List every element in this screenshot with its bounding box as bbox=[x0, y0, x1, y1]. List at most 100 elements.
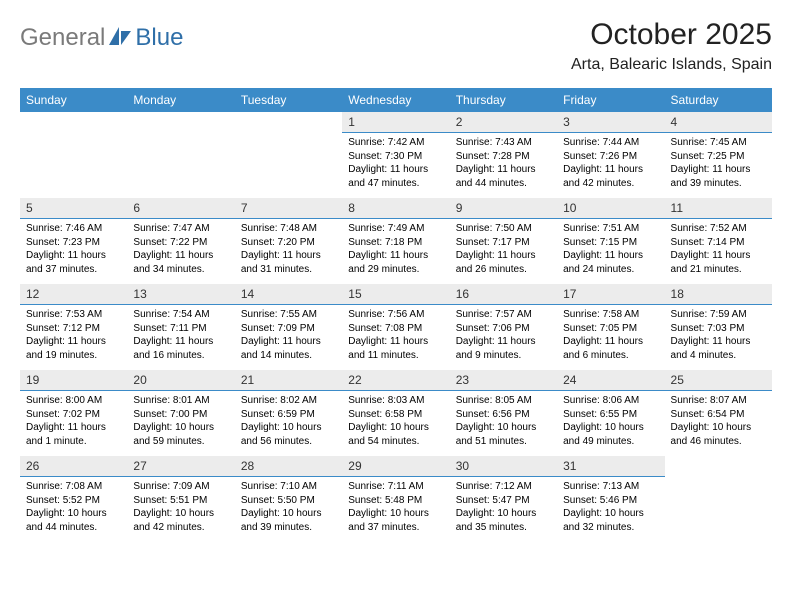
header: General Blue October 2025 Arta, Balearic… bbox=[20, 18, 772, 74]
sunset-line: Sunset: 6:54 PM bbox=[671, 408, 766, 422]
sunrise-line: Sunrise: 7:13 AM bbox=[563, 480, 658, 494]
day-body: Sunrise: 8:07 AMSunset: 6:54 PMDaylight:… bbox=[665, 391, 772, 452]
sunset-line: Sunset: 7:28 PM bbox=[456, 150, 551, 164]
day-body: Sunrise: 7:56 AMSunset: 7:08 PMDaylight:… bbox=[342, 305, 449, 366]
day-body: Sunrise: 7:12 AMSunset: 5:47 PMDaylight:… bbox=[450, 477, 557, 538]
sunset-line: Sunset: 7:26 PM bbox=[563, 150, 658, 164]
calendar-cell: 10Sunrise: 7:51 AMSunset: 7:15 PMDayligh… bbox=[557, 198, 664, 284]
day-number: 25 bbox=[665, 370, 772, 391]
day-body: Sunrise: 7:42 AMSunset: 7:30 PMDaylight:… bbox=[342, 133, 449, 194]
daylight-line: Daylight: 10 hours and 44 minutes. bbox=[26, 507, 121, 534]
day-body: Sunrise: 7:58 AMSunset: 7:05 PMDaylight:… bbox=[557, 305, 664, 366]
sunset-line: Sunset: 7:05 PM bbox=[563, 322, 658, 336]
sunrise-line: Sunrise: 7:11 AM bbox=[348, 480, 443, 494]
day-number: 11 bbox=[665, 198, 772, 219]
calendar-cell: 19Sunrise: 8:00 AMSunset: 7:02 PMDayligh… bbox=[20, 370, 127, 456]
daylight-line: Daylight: 10 hours and 59 minutes. bbox=[133, 421, 228, 448]
sunset-line: Sunset: 5:51 PM bbox=[133, 494, 228, 508]
daylight-line: Daylight: 11 hours and 6 minutes. bbox=[563, 335, 658, 362]
weekday-header: Friday bbox=[557, 88, 664, 112]
sunrise-line: Sunrise: 7:10 AM bbox=[241, 480, 336, 494]
sunrise-line: Sunrise: 7:47 AM bbox=[133, 222, 228, 236]
sunrise-line: Sunrise: 7:44 AM bbox=[563, 136, 658, 150]
day-body: Sunrise: 8:01 AMSunset: 7:00 PMDaylight:… bbox=[127, 391, 234, 452]
sunrise-line: Sunrise: 7:51 AM bbox=[563, 222, 658, 236]
sunrise-line: Sunrise: 8:07 AM bbox=[671, 394, 766, 408]
sunrise-line: Sunrise: 7:58 AM bbox=[563, 308, 658, 322]
calendar-cell: 8Sunrise: 7:49 AMSunset: 7:18 PMDaylight… bbox=[342, 198, 449, 284]
daylight-line: Daylight: 11 hours and 19 minutes. bbox=[26, 335, 121, 362]
daylight-line: Daylight: 10 hours and 56 minutes. bbox=[241, 421, 336, 448]
day-number: 4 bbox=[665, 112, 772, 133]
daylight-line: Daylight: 11 hours and 1 minute. bbox=[26, 421, 121, 448]
calendar-cell: 12Sunrise: 7:53 AMSunset: 7:12 PMDayligh… bbox=[20, 284, 127, 370]
title-block: October 2025 Arta, Balearic Islands, Spa… bbox=[571, 18, 772, 74]
sunrise-line: Sunrise: 7:56 AM bbox=[348, 308, 443, 322]
day-number: 23 bbox=[450, 370, 557, 391]
calendar-cell: 6Sunrise: 7:47 AMSunset: 7:22 PMDaylight… bbox=[127, 198, 234, 284]
weekday-header: Monday bbox=[127, 88, 234, 112]
day-number: 28 bbox=[235, 456, 342, 477]
daylight-line: Daylight: 11 hours and 37 minutes. bbox=[26, 249, 121, 276]
calendar-cell: 30Sunrise: 7:12 AMSunset: 5:47 PMDayligh… bbox=[450, 456, 557, 542]
sunrise-line: Sunrise: 7:46 AM bbox=[26, 222, 121, 236]
sunrise-line: Sunrise: 7:59 AM bbox=[671, 308, 766, 322]
sunrise-line: Sunrise: 8:00 AM bbox=[26, 394, 121, 408]
calendar-cell: 21Sunrise: 8:02 AMSunset: 6:59 PMDayligh… bbox=[235, 370, 342, 456]
day-number: 19 bbox=[20, 370, 127, 391]
sunset-line: Sunset: 7:17 PM bbox=[456, 236, 551, 250]
day-body: Sunrise: 7:49 AMSunset: 7:18 PMDaylight:… bbox=[342, 219, 449, 280]
sunrise-line: Sunrise: 7:12 AM bbox=[456, 480, 551, 494]
day-body: Sunrise: 7:50 AMSunset: 7:17 PMDaylight:… bbox=[450, 219, 557, 280]
weekday-header: Tuesday bbox=[235, 88, 342, 112]
day-number: 30 bbox=[450, 456, 557, 477]
daylight-line: Daylight: 11 hours and 31 minutes. bbox=[241, 249, 336, 276]
calendar-cell bbox=[235, 112, 342, 198]
sunrise-line: Sunrise: 8:01 AM bbox=[133, 394, 228, 408]
sunset-line: Sunset: 7:15 PM bbox=[563, 236, 658, 250]
sunrise-line: Sunrise: 7:52 AM bbox=[671, 222, 766, 236]
sunset-line: Sunset: 5:47 PM bbox=[456, 494, 551, 508]
daylight-line: Daylight: 11 hours and 16 minutes. bbox=[133, 335, 228, 362]
daylight-line: Daylight: 11 hours and 39 minutes. bbox=[671, 163, 766, 190]
logo-text-blue: Blue bbox=[135, 24, 183, 52]
calendar-cell: 29Sunrise: 7:11 AMSunset: 5:48 PMDayligh… bbox=[342, 456, 449, 542]
daylight-line: Daylight: 11 hours and 24 minutes. bbox=[563, 249, 658, 276]
location: Arta, Balearic Islands, Spain bbox=[571, 56, 772, 74]
daylight-line: Daylight: 11 hours and 9 minutes. bbox=[456, 335, 551, 362]
calendar-cell: 2Sunrise: 7:43 AMSunset: 7:28 PMDaylight… bbox=[450, 112, 557, 198]
daylight-line: Daylight: 10 hours and 39 minutes. bbox=[241, 507, 336, 534]
sunset-line: Sunset: 5:50 PM bbox=[241, 494, 336, 508]
calendar-cell: 26Sunrise: 7:08 AMSunset: 5:52 PMDayligh… bbox=[20, 456, 127, 542]
calendar-cell: 27Sunrise: 7:09 AMSunset: 5:51 PMDayligh… bbox=[127, 456, 234, 542]
sunrise-line: Sunrise: 8:03 AM bbox=[348, 394, 443, 408]
day-body: Sunrise: 8:06 AMSunset: 6:55 PMDaylight:… bbox=[557, 391, 664, 452]
day-body: Sunrise: 7:13 AMSunset: 5:46 PMDaylight:… bbox=[557, 477, 664, 538]
day-number: 26 bbox=[20, 456, 127, 477]
day-body: Sunrise: 8:00 AMSunset: 7:02 PMDaylight:… bbox=[20, 391, 127, 452]
day-number: 16 bbox=[450, 284, 557, 305]
calendar-cell: 20Sunrise: 8:01 AMSunset: 7:00 PMDayligh… bbox=[127, 370, 234, 456]
sunset-line: Sunset: 7:00 PM bbox=[133, 408, 228, 422]
calendar-cell: 17Sunrise: 7:58 AMSunset: 7:05 PMDayligh… bbox=[557, 284, 664, 370]
weekday-header-row: SundayMondayTuesdayWednesdayThursdayFrid… bbox=[20, 88, 772, 112]
daylight-line: Daylight: 11 hours and 14 minutes. bbox=[241, 335, 336, 362]
day-body: Sunrise: 7:54 AMSunset: 7:11 PMDaylight:… bbox=[127, 305, 234, 366]
sunset-line: Sunset: 7:14 PM bbox=[671, 236, 766, 250]
daylight-line: Daylight: 11 hours and 42 minutes. bbox=[563, 163, 658, 190]
sunset-line: Sunset: 5:52 PM bbox=[26, 494, 121, 508]
day-body: Sunrise: 7:46 AMSunset: 7:23 PMDaylight:… bbox=[20, 219, 127, 280]
sunrise-line: Sunrise: 8:05 AM bbox=[456, 394, 551, 408]
day-number: 1 bbox=[342, 112, 449, 133]
day-body: Sunrise: 7:59 AMSunset: 7:03 PMDaylight:… bbox=[665, 305, 772, 366]
sunset-line: Sunset: 7:23 PM bbox=[26, 236, 121, 250]
calendar-week-row: 12Sunrise: 7:53 AMSunset: 7:12 PMDayligh… bbox=[20, 284, 772, 370]
calendar-body: 1Sunrise: 7:42 AMSunset: 7:30 PMDaylight… bbox=[20, 112, 772, 542]
day-body: Sunrise: 7:55 AMSunset: 7:09 PMDaylight:… bbox=[235, 305, 342, 366]
day-number: 5 bbox=[20, 198, 127, 219]
day-number: 17 bbox=[557, 284, 664, 305]
day-body: Sunrise: 7:51 AMSunset: 7:15 PMDaylight:… bbox=[557, 219, 664, 280]
sunrise-line: Sunrise: 7:48 AM bbox=[241, 222, 336, 236]
calendar-cell: 7Sunrise: 7:48 AMSunset: 7:20 PMDaylight… bbox=[235, 198, 342, 284]
daylight-line: Daylight: 10 hours and 51 minutes. bbox=[456, 421, 551, 448]
